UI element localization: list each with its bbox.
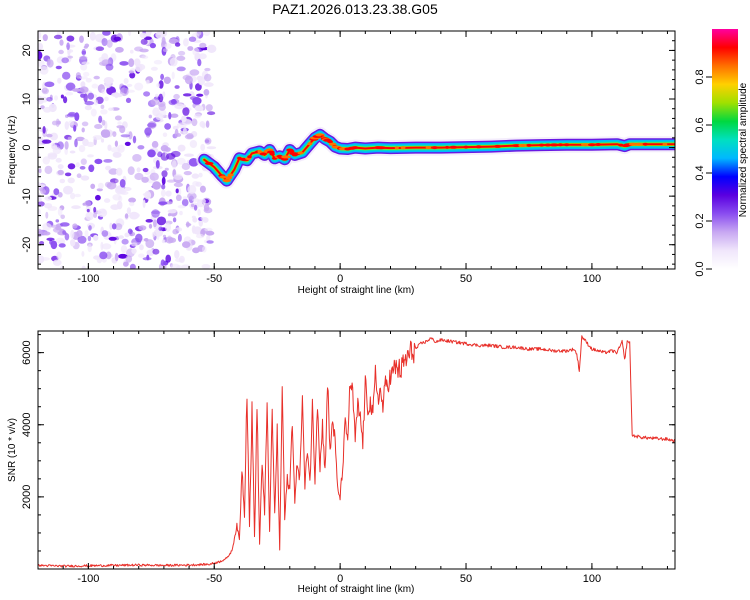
snr-x-tick-label: -50 <box>206 573 222 585</box>
spectrogram-noise-region <box>38 31 217 269</box>
spectrogram-y-tick-label: 10 <box>21 93 33 105</box>
spectrogram-x-tick-label: -100 <box>77 273 99 285</box>
snr-y-tick-label: 2000 <box>21 485 33 509</box>
spectrogram-x-tick-label: 50 <box>460 273 472 285</box>
snr-x-label: Height of straight line (km) <box>298 584 415 595</box>
spectrogram-y-tick-label: -10 <box>21 188 33 204</box>
colorbar-tick-label: 0.6 <box>694 117 706 132</box>
snr-y-tick-label: 6000 <box>21 340 33 364</box>
spectrogram-plot-area <box>38 31 675 269</box>
spectrogram-y-ticks: -20 -10 0 10 20 <box>21 30 675 265</box>
snr-x-ticks: -100 -50 0 50 100 <box>37 331 668 585</box>
snr-frame <box>37 330 676 570</box>
snr-panel: -100 -50 0 50 100 2000 4000 6000 Height of str… <box>7 330 676 595</box>
spectrogram-frame <box>37 30 676 270</box>
chart-title: PAZ1.2026.013.23.38.G05 <box>272 1 438 17</box>
snr-x-tick-label: 0 <box>337 573 343 585</box>
spectrogram-y-tick-label: 0 <box>21 145 33 151</box>
spectrogram-x-ticks: -100 -50 0 50 100 <box>37 31 668 285</box>
snr-y-label: SNR (10 * v/v) <box>7 418 18 482</box>
colorbar-tick-label: 0.0 <box>694 261 706 276</box>
snr-y-tick-label: 4000 <box>21 413 33 437</box>
spectrogram-x-label: Height of straight line (km) <box>298 285 415 296</box>
spectrogram-y-label: Frequency (Hz) <box>7 116 18 185</box>
spectrogram-x-tick-label: 0 <box>337 273 343 285</box>
snr-x-tick-label: -100 <box>77 573 99 585</box>
spectrogram-x-tick-label: 100 <box>583 273 601 285</box>
colorbar-label: Normalized spectral amplitude <box>738 82 749 217</box>
snr-x-tick-label: 50 <box>460 573 472 585</box>
colorbar-gradient <box>712 29 738 269</box>
snr-x-tick-label: 100 <box>583 573 601 585</box>
spectrogram-ridge-hotspots <box>204 133 668 183</box>
colorbar: 0.0 0.2 0.4 0.6 0.8 Normalized spectral ampl… <box>694 29 749 277</box>
snr-y-ticks: 2000 4000 6000 <box>21 334 675 552</box>
snr-series-line <box>38 335 675 568</box>
colorbar-ticks: 0.0 0.2 0.4 0.6 0.8 <box>694 69 712 277</box>
colorbar-tick-label: 0.4 <box>694 165 706 180</box>
spectrogram-x-tick-label: -50 <box>206 273 222 285</box>
colorbar-tick-label: 0.8 <box>694 69 706 84</box>
spectrogram-y-tick-label: 20 <box>21 44 33 56</box>
colorbar-tick-label: 0.2 <box>694 213 706 228</box>
spectrogram-y-tick-label: -20 <box>21 237 33 253</box>
